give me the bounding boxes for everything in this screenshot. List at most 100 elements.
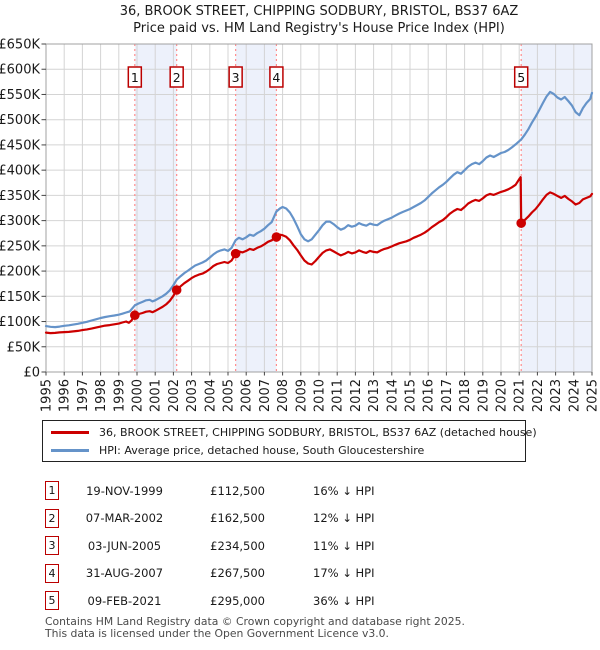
sale-price: £295,000 [210, 593, 265, 608]
legend-label: HPI: Average price, detached house, Sout… [99, 443, 425, 457]
price-paid-line [44, 176, 594, 335]
x-axis-label: 2005 [222, 379, 237, 412]
sale-date: 07-MAR-2002 [85, 511, 164, 526]
sale-row: 4 31-AUG-2007 £267,500 17% ↓ HPI [45, 560, 565, 588]
sale-date: 09-FEB-2021 [87, 593, 162, 608]
sale-marker-box [169, 66, 184, 88]
footer: Contains HM Land Registry data © Crown c… [45, 616, 465, 639]
sale-marker-box [513, 66, 529, 88]
x-axis-label: 2018 [458, 379, 473, 412]
chart-title: 36, BROOK STREET, CHIPPING SODBURY, BRIS… [119, 4, 519, 19]
x-axis-label: 2016 [422, 379, 437, 412]
x-axis-label: 2019 [476, 379, 491, 412]
sale-price: £112,500 [210, 483, 265, 498]
sale-marker-number: 1 [131, 70, 139, 85]
x-axis-label: 1997 [76, 379, 91, 412]
y-axis-label: £250K [0, 239, 40, 254]
sale-marker-dot [171, 285, 182, 295]
sale-marker-number: 5 [517, 70, 525, 85]
sale-marker-box [228, 66, 243, 88]
y-axis-label: £400K [0, 164, 40, 179]
sale-marker-number: 4 [272, 70, 280, 85]
y-axis-label: £450K [0, 138, 40, 153]
x-axis-label: 2004 [203, 379, 218, 412]
x-axis-label: 2003 [185, 379, 200, 412]
chart-subtitle: Price paid vs. HM Land Registry's House … [133, 21, 505, 36]
sale-marker-box [269, 66, 284, 88]
sale-number-box: 2 [45, 508, 59, 528]
sale-marker-dot [271, 232, 282, 242]
x-axis-label: 2022 [531, 379, 546, 412]
x-axis-label: 2006 [240, 379, 255, 412]
price-chart: 1 2 3 4 5 £0 £50K £100K £150K £200K £250K £300K £350… [0, 38, 600, 413]
legend-line-swatch [51, 430, 89, 434]
x-axis-label: 2010 [313, 379, 328, 412]
legend-entry-price-paid: 36, BROOK STREET, CHIPPING SODBURY, BRIS… [51, 425, 537, 439]
sale-row: 5 09-FEB-2021 £295,000 36% ↓ HPI [45, 587, 565, 615]
sale-vs-hpi: 11% ↓ HPI [313, 538, 375, 553]
sale-marker-dot [516, 218, 527, 228]
y-axis-label: £200K [0, 265, 40, 280]
x-axis-label: 1998 [94, 379, 109, 412]
y-axis-label: £300K [0, 214, 40, 229]
sale-row: 1 19-NOV-1999 £112,500 16% ↓ HPI [45, 477, 565, 505]
hpi-line [44, 90, 594, 329]
sale-row: 3 03-JUN-2005 £234,500 11% ↓ HPI [45, 532, 565, 560]
sale-price: £267,500 [210, 566, 265, 581]
axis-ticks [41, 43, 593, 376]
x-axis-label: 2012 [349, 379, 364, 412]
y-axis-label: £550K [0, 88, 40, 103]
x-axis-label: 2014 [385, 379, 400, 412]
sale-price: £162,500 [210, 511, 265, 526]
x-axis-label: 2020 [495, 379, 510, 412]
legend: 36, BROOK STREET, CHIPPING SODBURY, BRIS… [42, 420, 537, 462]
sale-date: 31-AUG-2007 [85, 566, 164, 581]
x-axis-label: 2015 [404, 379, 419, 412]
sale-date: 03-JUN-2005 [87, 538, 162, 553]
sale-price: £234,500 [210, 538, 265, 553]
legend-line-swatch [51, 448, 89, 452]
sale-vs-hpi: 17% ↓ HPI [313, 566, 375, 581]
y-axis-label: £600K [0, 63, 40, 78]
y-axis-label: £350K [0, 189, 40, 204]
gridlines [45, 43, 593, 373]
sale-vs-hpi: 12% ↓ HPI [313, 511, 375, 526]
sale-marker-dot [230, 248, 241, 259]
x-axis-label: 2002 [167, 379, 182, 412]
x-axis-label: 1999 [112, 379, 127, 412]
sale-period-band [134, 44, 177, 372]
sale-number-box: 4 [45, 563, 59, 583]
sale-marker-dot [130, 310, 140, 321]
sale-period-band [235, 44, 277, 372]
x-axis-label: 2021 [513, 379, 528, 412]
x-axis-label: 2025 [586, 379, 600, 412]
footer-line-2: This data is licensed under the Open Gov… [45, 626, 389, 640]
sale-vs-hpi: 36% ↓ HPI [313, 593, 375, 608]
x-axis-label: 2001 [149, 379, 164, 412]
legend-label: 36, BROOK STREET, CHIPPING SODBURY, BRIS… [99, 425, 537, 439]
sale-number-box: 5 [45, 591, 59, 611]
y-axis-label: £0 [23, 366, 40, 381]
sale-date: 19-NOV-1999 [86, 483, 163, 498]
x-axis-label: 2024 [567, 379, 582, 412]
x-axis-label: 2008 [276, 379, 291, 412]
x-axis-label: 2007 [258, 379, 273, 412]
footer-line-1: Contains HM Land Registry data © Crown c… [45, 615, 465, 628]
legend-entry-hpi: HPI: Average price, detached house, Sout… [51, 443, 521, 457]
sales-table: 1 19-NOV-1999 £112,500 16% ↓ HPI 2 07-MAR-200… [45, 477, 565, 615]
x-axis-label: 1995 [40, 379, 55, 412]
x-axis-label: 2000 [131, 379, 146, 412]
x-axis-label: 2013 [367, 379, 382, 412]
sale-vs-hpi: 16% ↓ HPI [313, 483, 375, 498]
x-axis-label: 1996 [58, 379, 73, 412]
y-axis-label: £650K [0, 38, 40, 53]
sale-row: 2 07-MAR-2002 £162,500 12% ↓ HPI [45, 505, 565, 533]
sale-marker-box [127, 66, 143, 88]
sale-marker-number: 2 [173, 70, 181, 85]
sale-period-band [521, 44, 592, 372]
sale-marker-number: 3 [232, 70, 240, 85]
x-axis-label: 2017 [440, 379, 455, 412]
x-axis-label: 2009 [294, 379, 309, 412]
y-axis-label: £50K [7, 340, 41, 355]
